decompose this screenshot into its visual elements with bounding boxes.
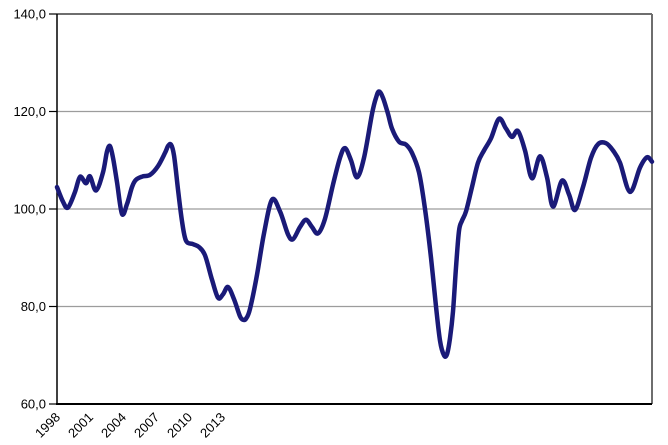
y-axis-label: 60,0 [21,397,46,412]
y-axis-label: 120,0 [13,104,46,119]
x-axis-label: 2010 [164,410,195,441]
x-axis-label: 2013 [197,410,228,441]
y-axis-label: 80,0 [21,299,46,314]
y-axis-label: 100,0 [13,202,46,217]
x-axis-label: 2004 [98,410,129,441]
y-axis-label: 140,0 [13,7,46,22]
x-axis-label: 2001 [65,410,96,441]
x-axis-label: 2007 [131,410,162,441]
x-axis-label: 1998 [32,410,63,441]
trend-line [54,89,655,359]
